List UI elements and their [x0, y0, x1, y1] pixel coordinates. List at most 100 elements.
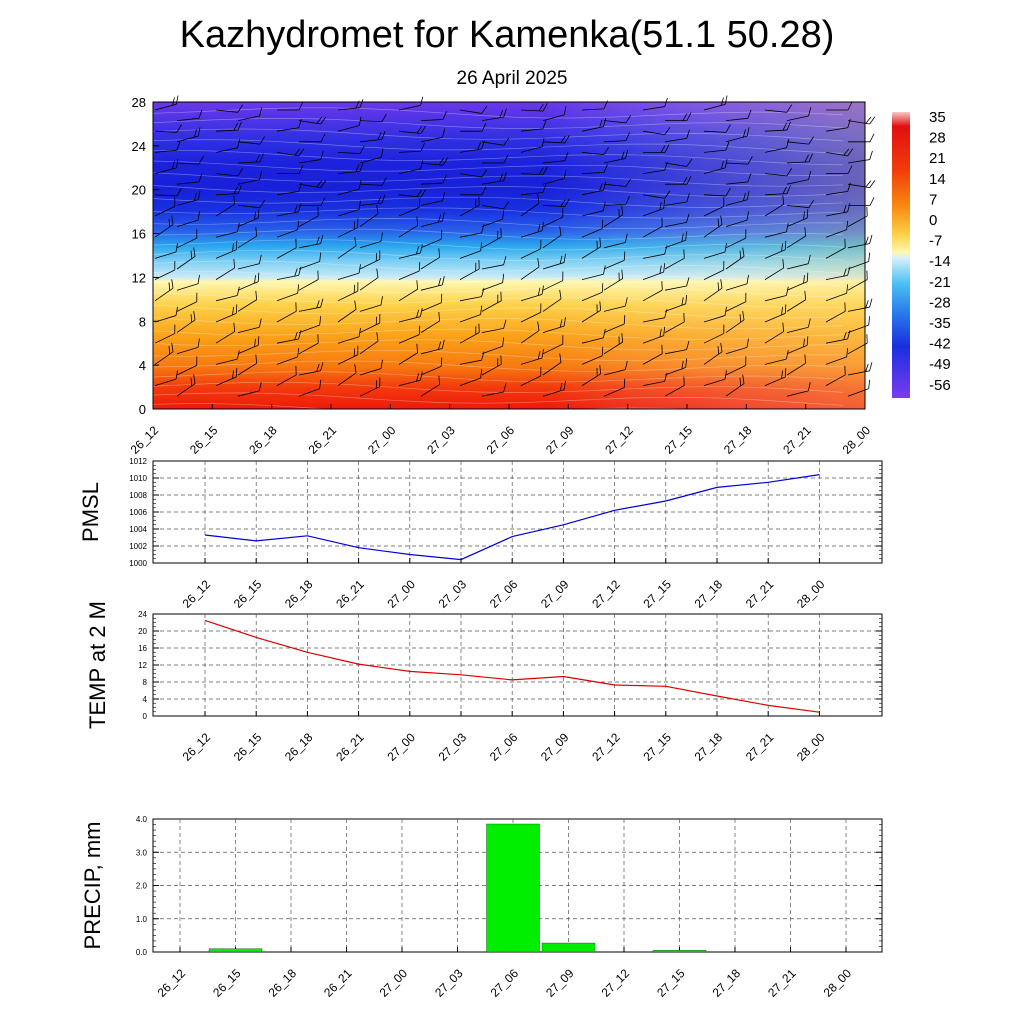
- wind-barb: [276, 148, 305, 157]
- wind-barb: [276, 220, 300, 238]
- wind-barb: [459, 169, 488, 178]
- wind-barb: [847, 206, 868, 227]
- contour-line: [152, 339, 844, 351]
- wind-barb: [398, 325, 421, 344]
- wind-barb: [520, 367, 542, 386]
- colorbar-label: -21: [929, 274, 951, 291]
- wind-barb: [298, 116, 327, 125]
- wind-barb: [459, 323, 480, 344]
- wind-barb: [703, 324, 725, 344]
- wind-barb: [359, 332, 379, 355]
- wind-barb: [176, 229, 198, 249]
- wind-barb: [176, 173, 203, 185]
- wind-barb: [703, 159, 728, 174]
- wind-barb: [398, 198, 421, 217]
- wind-barb: [420, 375, 441, 397]
- wind-barb: [664, 193, 690, 206]
- contour-line: [152, 328, 844, 340]
- contour-line: [152, 218, 843, 230]
- x-tick-label: 27_12: [589, 730, 623, 764]
- wind-barb: [337, 282, 359, 302]
- x-tick-label: 27_12: [589, 577, 623, 611]
- colorbar-label: 14: [929, 171, 946, 188]
- wind-barb: [603, 149, 629, 164]
- wind-barb: [176, 109, 203, 121]
- contour-line: [152, 403, 844, 418]
- wind-barb: [481, 291, 502, 312]
- wind-barb: [154, 261, 176, 280]
- wind-barb: [764, 304, 787, 323]
- wind-barb: [298, 270, 319, 291]
- wind-barb: [581, 117, 607, 132]
- wind-barb: [764, 195, 785, 217]
- x-tick-label: 27_03: [436, 577, 470, 611]
- chart-subtitle: 26 April 2025: [457, 68, 568, 89]
- x-tick-label: 27_21: [743, 577, 777, 611]
- wind-barb: [725, 190, 750, 206]
- wind-barb: [603, 251, 626, 270]
- wind-barb: [703, 187, 731, 197]
- wind-barb: [298, 334, 319, 355]
- y-tick-label: 0: [139, 402, 146, 417]
- x-tick-label: 26_21: [333, 730, 367, 764]
- colorbar-label: 28: [929, 130, 946, 147]
- x-tick-label: 27_03: [436, 730, 470, 764]
- wind-barb: [215, 258, 236, 280]
- y-tick-label: 4.0: [136, 815, 148, 824]
- wind-barb: [237, 153, 264, 164]
- wind-barb: [398, 262, 421, 280]
- wind-barb: [725, 109, 752, 121]
- wind-barb: [520, 137, 545, 153]
- wind-barb: [542, 253, 566, 270]
- contour-line: [152, 239, 844, 251]
- cross-section-shade: [153, 102, 865, 409]
- wind-barb: [542, 226, 562, 249]
- x-tick-label: 27_09: [543, 966, 577, 1000]
- wind-barb: [215, 104, 244, 113]
- wind-barb: [603, 205, 624, 227]
- wind-barb: [298, 362, 324, 376]
- colorbar: 35 28 21 14 7 0 -7 -14 -21 -28 -35 -42 -49 -56: [892, 109, 951, 398]
- wind-barb: [420, 111, 447, 121]
- x-tick-label: 26_15: [231, 577, 265, 611]
- wind-barb: [215, 368, 238, 386]
- wind-barb: [298, 252, 322, 270]
- wind-barb: [237, 354, 258, 376]
- wind-barb: [764, 368, 787, 386]
- wind-barb: [825, 148, 854, 157]
- wind-barb: [520, 258, 540, 280]
- precip-bar: [208, 948, 263, 953]
- wind-barb: [481, 108, 507, 121]
- contour-line: [152, 260, 844, 274]
- wind-barb: [176, 156, 204, 165]
- x-tick-label: 26_12: [180, 730, 214, 764]
- y-tick-label: 8: [143, 678, 148, 687]
- y-tick-label: 1010: [129, 474, 147, 483]
- wind-barb: [664, 294, 688, 312]
- contour-line: [152, 196, 844, 208]
- wind-barb: [847, 270, 868, 291]
- wind-barb: [825, 182, 851, 196]
- wind-barb: [825, 266, 851, 280]
- wind-barb: [154, 159, 179, 174]
- y-tick-label: 24: [132, 139, 146, 154]
- wind-barb: [520, 239, 542, 259]
- wind-barb: [398, 142, 425, 153]
- wind-barbs: [154, 95, 876, 397]
- wind-barb: [520, 321, 540, 344]
- wind-barb: [176, 374, 196, 397]
- wind-barb: [847, 362, 873, 376]
- wind-barb: [176, 247, 196, 270]
- wind-barb: [337, 145, 365, 154]
- wind-barb: [581, 219, 604, 238]
- x-tick-label: 27_18: [692, 577, 726, 611]
- wind-barb: [542, 271, 564, 291]
- x-tick-label: 26_21: [321, 966, 355, 1000]
- wind-barb: [603, 360, 628, 376]
- wind-barb: [337, 264, 361, 280]
- wind-barb: [642, 344, 663, 365]
- wind-barb: [276, 302, 297, 323]
- wind-barb: [154, 141, 181, 153]
- wind-barb: [786, 209, 809, 227]
- wind-barb: [420, 230, 443, 249]
